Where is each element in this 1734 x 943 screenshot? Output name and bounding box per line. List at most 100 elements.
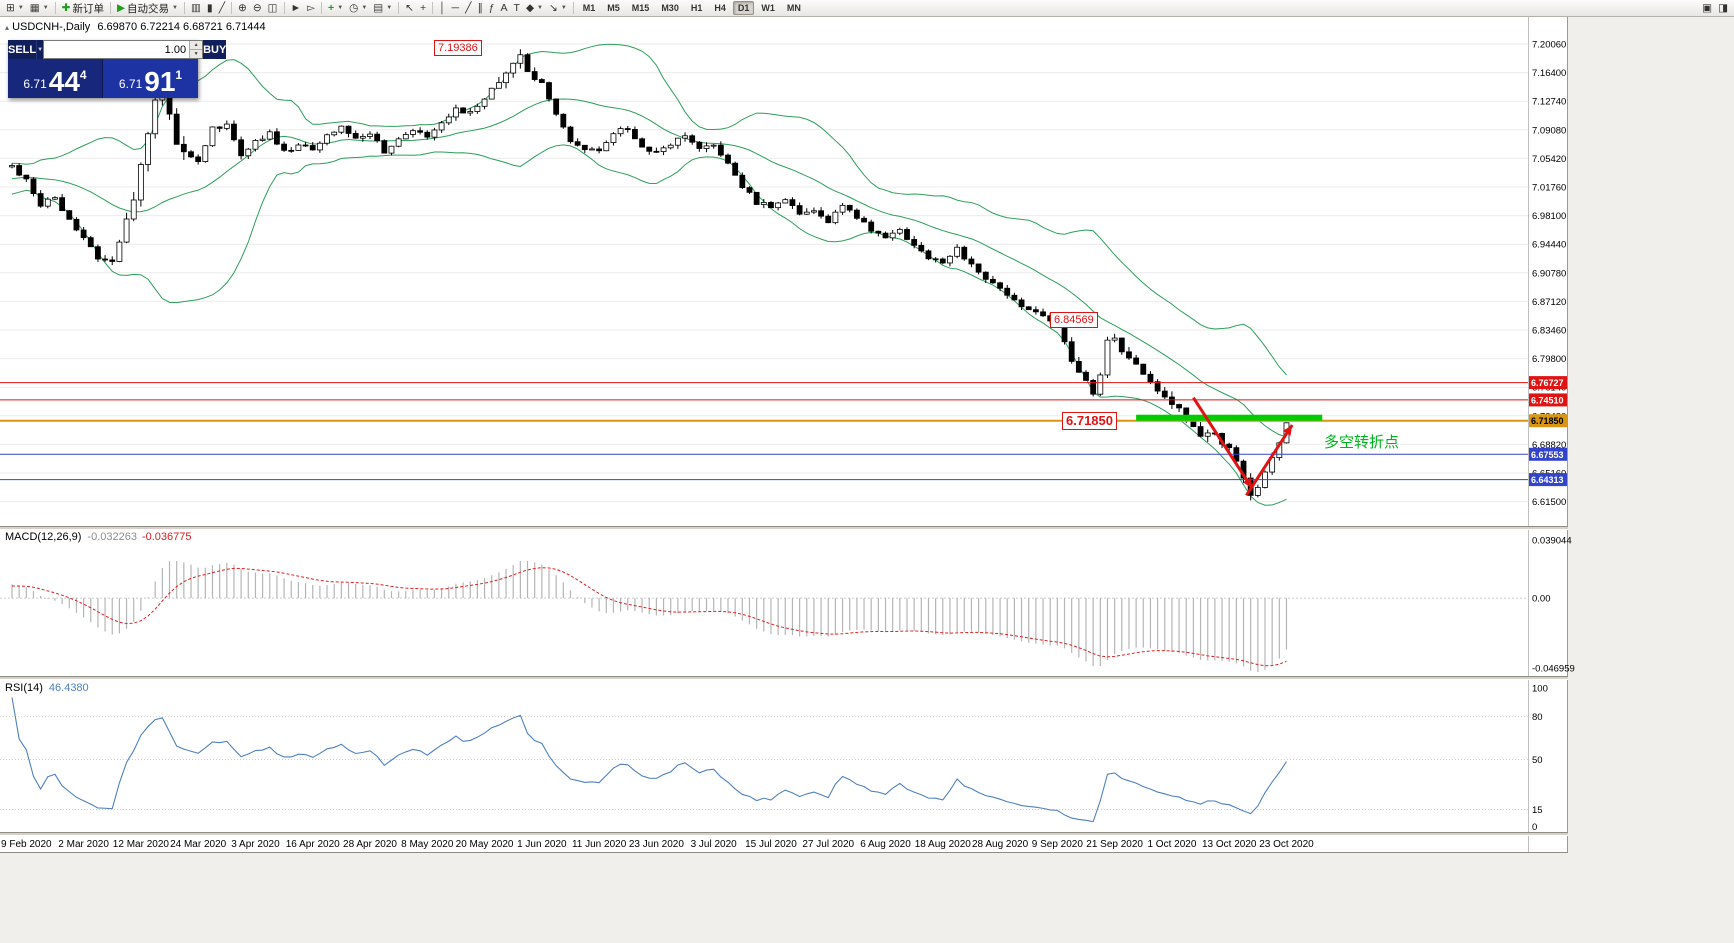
timeframe-m1[interactable]: M1 [582,3,596,13]
macd-name: MACD(12,26,9) [5,531,82,543]
rsi-axis-label: 50 [1532,755,1543,766]
fibonacci-icon[interactable]: ƒ [488,1,495,14]
sell-button[interactable]: SELL [8,40,37,59]
date-axis-label: 24 Mar 2020 [170,839,227,850]
buy-price-button[interactable]: 6.71 91 1 [103,59,198,98]
periods-icon[interactable]: ◷ ▼ [349,1,368,14]
toolbar-separator [432,2,434,14]
timeframe-m30[interactable]: M30 [661,3,679,13]
indicators-icon[interactable]: + ▼ [328,1,344,14]
chart-window-bg [0,17,1568,853]
arrow-tool-icon[interactable]: ↘ ▼ [549,1,567,14]
macd-indicator-label: MACD(12,26,9) -0.032263 -0.036775 [5,531,192,543]
turning-point-note[interactable]: 多空转折点 [1324,434,1400,451]
chart-ohlc-values: 6.69870 6.72214 6.68721 6.71444 [97,21,266,33]
timeframe-h1[interactable]: H1 [690,3,703,13]
chart-profiles-icon[interactable]: ▦ ▼ [29,1,49,14]
date-axis-label: 23 Jun 2020 [629,839,684,850]
line-chart-icon[interactable]: ╱ [218,1,226,14]
trend-arrows[interactable] [1192,396,1294,497]
date-axis-label: 20 May 2020 [456,839,514,850]
price-axis-label: 7.20060 [1532,40,1566,51]
zoom-out-icon[interactable]: ⊖ [252,1,262,14]
trendline-icon[interactable]: ╱ [465,1,472,14]
price-tag-label: 6.67553 [1531,450,1564,460]
autotrade-button[interactable]: ▶ 自动交易 ▼ [116,1,178,15]
chart-title-overlay: ▴ USDCNH-,Daily 6.69870 6.72214 6.68721 … [5,21,266,33]
date-axis-label: 15 Jul 2020 [745,839,797,850]
volume-up-icon[interactable]: ▲ [190,41,203,49]
timeframe-w1[interactable]: W1 [761,3,775,13]
date-axis-label: 9 Sep 2020 [1032,839,1084,850]
cursor-icon[interactable]: ↖ [405,1,414,14]
timeframe-m15[interactable]: M15 [631,3,650,13]
popup-prices-icon[interactable]: ◨ [1718,1,1728,14]
macd-main-value: -0.032263 [87,531,137,543]
auto-scroll-icon[interactable]: ► [290,1,301,14]
horizontal-line-icon[interactable]: ─ [451,1,460,14]
new-chart-icon[interactable]: ⊞ ▼ [6,1,24,14]
volume-box: ▲ ▼ [43,40,204,59]
chart-symbol-icon: ▴ [5,23,10,32]
trade-panel-header: SELL ▼ ▲ ▼ BUY [8,40,227,59]
timeframe-d1[interactable]: D1 [732,1,755,15]
sell-price-sup: 4 [79,68,87,82]
peak-price-note[interactable]: 7.19386 [434,40,482,56]
price-axis-label: 6.90780 [1532,268,1566,279]
price-axis-label: 6.83460 [1532,325,1566,336]
sell-price-big: 44 [48,66,80,97]
buy-price-big: 91 [144,66,176,97]
date-axis-label: 1 Jun 2020 [517,839,567,850]
shapes-icon[interactable]: ◆ ▼ [525,1,543,14]
entry-price-note[interactable]: 6.71850 [1062,412,1117,430]
templates-icon[interactable]: ▤ ▼ [373,1,393,14]
price-axis-label: 7.16400 [1532,68,1566,79]
text-icon[interactable]: A [500,1,508,14]
date-axis-label: 12 Mar 2020 [113,839,170,850]
data-window-icon[interactable]: ▣ [1702,1,1713,14]
timeframe-h4[interactable]: H4 [714,3,726,13]
volume-input[interactable] [44,41,190,58]
channel-icon[interactable]: ∥ [477,1,483,14]
timeframe-mn[interactable]: MN [786,3,801,13]
rsi-indicator-label: RSI(14) 46.4380 [5,682,89,694]
support-resistance-bar[interactable] [1136,414,1323,421]
vertical-line-icon[interactable]: │ [439,1,446,14]
price-axis-label: 7.09080 [1532,125,1566,136]
bars-chart-icon[interactable]: ▥ [190,1,201,14]
price-axis-label: 6.79800 [1532,354,1566,365]
rsi-axis-label: 80 [1532,712,1543,723]
candles-chart-icon[interactable]: ▮ [206,1,213,14]
toolbar-right-group: ▣ ◨ [1699,1,1731,16]
crosshair-icon[interactable]: + [419,1,427,14]
main-toolbar: ⊞ ▼ ▦ ▼ ✚ 新订单 ▶ 自动交易 ▼ ▥ ▮ ╱ ⊕ ⊖ ◫ ► ▻ + ▼ ◷ ▼ ▤ ▼ ↖ + │ ─ ╱ ∥ ƒ A T ◆ ▼ ↘… [0,0,1734,17]
buy-button[interactable]: BUY [203,40,227,59]
timeframe-m5[interactable]: M5 [607,3,620,13]
trade-panel-prices: 6.71 44 4 6.71 91 1 [8,59,198,98]
zoom-in-icon[interactable]: ⊕ [238,1,247,14]
macd-axis-label: 0.00 [1532,594,1551,605]
swing-price-note[interactable]: 6.84569 [1050,312,1098,328]
price-axis-label: 6.87120 [1532,297,1566,308]
date-axis-label: 6 Aug 2020 [860,839,911,850]
panel-separator[interactable] [0,526,1568,530]
label-icon[interactable]: T [513,1,520,14]
panel-separator[interactable] [0,832,1568,836]
tile-windows-icon[interactable]: ◫ [267,1,278,14]
price-tag-label: 6.71850 [1531,416,1564,426]
date-axis-label: 21 Sep 2020 [1086,839,1143,850]
order-options-caret-icon[interactable]: ▼ [36,40,44,59]
new-order-button[interactable]: ✚ 新订单 [61,1,104,15]
chart-symbol-period: USDCNH-,Daily [12,21,91,33]
chart-shift-icon[interactable]: ▻ [306,1,316,14]
price-tag-label: 6.74510 [1531,395,1564,405]
toolbar-left-group: ⊞ ▼ ▦ ▼ ✚ 新订单 ▶ 自动交易 ▼ ▥ ▮ ╱ ⊕ ⊖ ◫ ► ▻ + ▼ ◷ ▼ ▤ ▼ ↖ + │ ─ ╱ ∥ ƒ A T ◆ ▼ ↘… [3,1,807,16]
macd-panel: 0.039044 0.00 -0.046959 [0,536,1575,675]
toolbar-separator [109,2,111,14]
sell-price-button[interactable]: 6.71 44 4 [8,59,103,98]
price-axis-label: 6.98100 [1532,211,1566,222]
panel-separator[interactable] [0,676,1568,680]
volume-down-icon[interactable]: ▼ [190,49,203,58]
